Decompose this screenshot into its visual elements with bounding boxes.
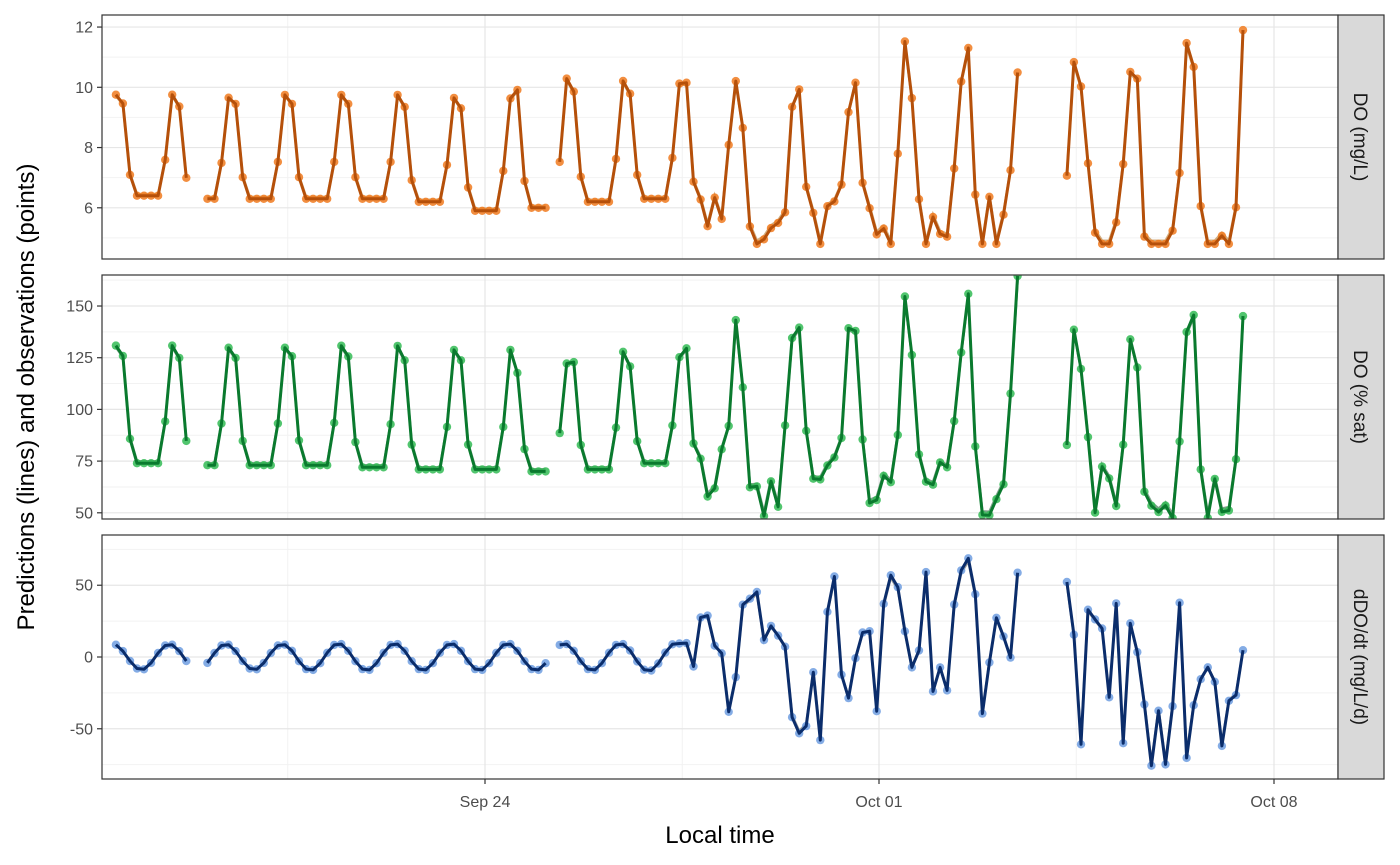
y-tick-label: 100	[66, 402, 93, 419]
y-tick-label: 50	[75, 505, 93, 522]
y-tick-label: -50	[70, 721, 93, 738]
y-tick-label: 150	[66, 299, 93, 316]
y-tick-label: 75	[75, 454, 93, 471]
panel-strip	[1337, 534, 1385, 780]
prediction-line-segment	[114, 344, 188, 465]
y-axis-title: Predictions (lines) and observations (po…	[13, 164, 40, 631]
prediction-line-segment	[558, 40, 1020, 246]
x-axis-title: Local time	[665, 822, 774, 849]
y-tick-label: 125	[66, 350, 93, 367]
y-tick-label: 12	[75, 20, 93, 37]
panel-background	[102, 275, 1338, 519]
y-tick-label: 8	[84, 140, 93, 157]
x-tick-label: Oct 01	[855, 794, 902, 811]
panel-3: -50 0 50 dDO/dt (mg/L/d)	[70, 534, 1385, 780]
x-tick-label: Sep 24	[460, 794, 511, 811]
panel-data	[111, 554, 1248, 770]
prediction-line-segment	[1065, 30, 1245, 246]
panel-strip-label: DO (% sat)	[1349, 350, 1370, 444]
y-tick-label: 0	[84, 650, 93, 667]
prediction-line-segment	[114, 93, 188, 198]
prediction-line-segment	[207, 88, 546, 213]
prediction-line-segment	[1065, 313, 1245, 519]
chart-panels: 6 8 10 12 DO (mg/L) 50 75 100 125 150 DO (% sat) -5…	[66, 14, 1385, 780]
panel-1: 6 8 10 12 DO (mg/L)	[75, 14, 1385, 260]
x-tick-label: Oct 08	[1250, 794, 1297, 811]
observation-point	[1238, 311, 1248, 321]
panel-data	[111, 275, 1248, 519]
y-tick-label: 50	[75, 578, 93, 595]
prediction-line-segment	[558, 275, 1020, 518]
prediction-line-segment	[1065, 581, 1245, 768]
prediction-line-segment	[206, 642, 547, 672]
prediction-line-segment	[207, 344, 546, 473]
prediction-line-segment	[114, 643, 188, 671]
panel-strip	[1337, 14, 1385, 260]
y-tick-label: 10	[75, 80, 93, 97]
panel-strip-label: dDO/dt (mg/L/d)	[1349, 589, 1370, 725]
panel-strip-label: DO (mg/L)	[1349, 93, 1370, 182]
x-axis: Sep 24 Oct 01 Oct 08	[460, 779, 1298, 811]
panel-strip	[1337, 274, 1385, 520]
y-tick-label: 6	[84, 200, 93, 217]
panel-data	[111, 25, 1248, 249]
panel-2: 50 75 100 125 150 DO (% sat)	[66, 274, 1385, 522]
prediction-line-segment	[559, 556, 1020, 742]
